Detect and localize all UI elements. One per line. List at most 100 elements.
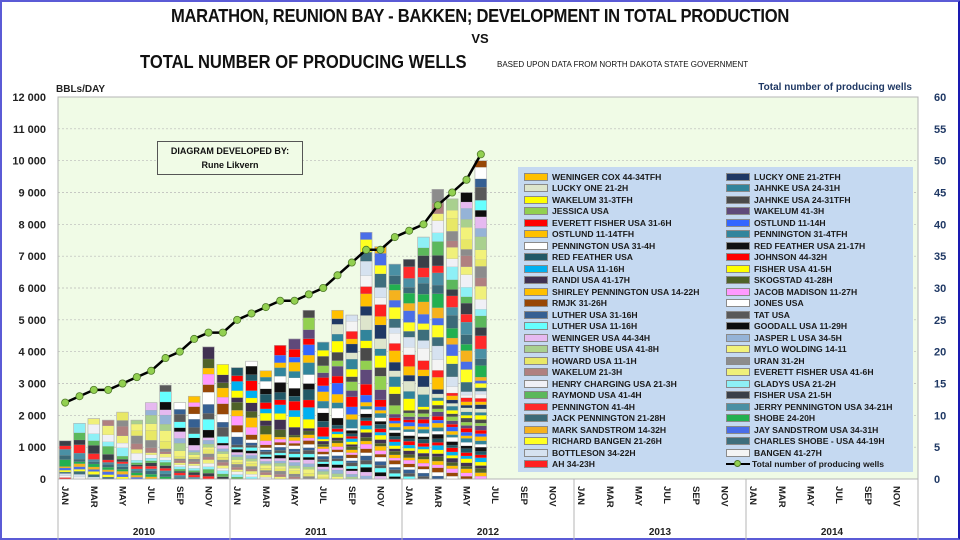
bar-segment <box>474 167 487 179</box>
wells-marker <box>161 354 170 363</box>
bar-segment <box>446 295 459 308</box>
legend-item: MYLO WOLDING 14-11 <box>726 344 847 355</box>
bar-segment <box>446 240 459 248</box>
bar-segment <box>403 259 416 267</box>
bar-segment <box>173 468 186 472</box>
legend-item: WAKELUM 41-3H <box>726 206 824 217</box>
bar-segment <box>388 386 401 394</box>
bar-segment <box>417 340 430 349</box>
bar-segment <box>116 435 129 444</box>
bar-outline <box>402 259 416 480</box>
bar-segment <box>360 467 373 473</box>
bar-segment <box>216 473 229 477</box>
bar-segment <box>388 343 401 351</box>
bar-segment <box>460 435 473 439</box>
bar-segment <box>216 414 229 423</box>
bar-stack <box>259 370 273 480</box>
legend-item: BOTTLESON 34-22H <box>524 447 636 458</box>
bar-segment <box>431 419 444 424</box>
bar-segment <box>216 465 229 469</box>
bar-segment <box>360 286 373 294</box>
wells-marker <box>476 150 485 159</box>
bar-segment <box>302 399 315 408</box>
stacked-bars <box>58 160 488 480</box>
bar-segment <box>159 430 172 442</box>
legend-swatch <box>726 345 750 353</box>
bar-segment <box>388 457 401 461</box>
bar-segment <box>474 454 487 458</box>
bar-stack <box>374 246 387 480</box>
bar-segment <box>460 249 473 256</box>
bar-segment <box>216 382 229 389</box>
legend-swatch <box>524 368 548 376</box>
chart-title-line2: TOTAL NUMBER OF PRODUCING WELLS <box>140 52 467 72</box>
bar-segment <box>116 474 129 478</box>
bar-segment <box>130 464 143 467</box>
wells-marker <box>104 385 113 394</box>
bar-segment <box>188 468 201 471</box>
bar-segment <box>159 453 172 458</box>
bar-segment <box>202 443 215 448</box>
legend-label: PENNINGTON 31-4TFH <box>754 229 848 239</box>
bar-segment <box>388 439 401 442</box>
bar-segment <box>102 467 115 470</box>
bar-segment <box>460 462 473 467</box>
bar-segment <box>317 438 330 442</box>
x-tick-label-month: JAN <box>403 486 414 505</box>
bar-segment <box>274 413 287 420</box>
bar-segment <box>216 427 229 437</box>
wells-marker <box>433 201 442 210</box>
y-tick-label-right: 25 <box>934 315 946 327</box>
legend-item: TAT USA <box>726 309 790 320</box>
bar-segment <box>403 266 416 279</box>
bar-segment <box>159 385 172 392</box>
legend-item: URAN 31-2H <box>726 355 805 366</box>
bar-segment <box>403 366 416 376</box>
bar-segment <box>259 377 272 382</box>
bar-segment <box>474 266 487 279</box>
bar-segment <box>302 329 315 339</box>
bar-segment <box>474 376 487 381</box>
bar-segment <box>345 462 358 467</box>
bar-stack <box>159 384 172 480</box>
bar-segment <box>202 346 215 360</box>
bar-segment <box>431 232 444 242</box>
legend-label: JESSICA USA <box>552 206 609 216</box>
bar-segment <box>317 408 330 413</box>
bar-stack <box>101 419 115 480</box>
bar-segment <box>331 424 344 429</box>
bar-segment <box>345 390 358 397</box>
bar-stack <box>388 263 402 480</box>
bar-segment <box>245 450 258 454</box>
bar-segment <box>388 432 401 437</box>
legend-item: SHIRLEY PENNINGTON USA 14-22H <box>524 286 699 297</box>
bar-stack <box>402 259 416 480</box>
bar-segment <box>360 406 373 410</box>
legend-label: WENINGER USA 44-34H <box>552 332 651 343</box>
bar-segment <box>173 472 186 476</box>
bar-segment <box>245 439 258 443</box>
bar-segment <box>216 462 229 466</box>
legend-swatch <box>726 379 750 388</box>
bar-segment <box>202 358 215 369</box>
bar-segment <box>331 431 344 435</box>
bar-segment <box>360 315 373 331</box>
bar-segment <box>474 391 487 395</box>
x-tick-label-month: NOV <box>547 486 558 507</box>
bar-segment <box>474 401 487 405</box>
bar-segment <box>302 457 315 460</box>
wells-marker <box>362 245 371 254</box>
bar-segment <box>417 406 430 410</box>
bar-segment <box>446 279 459 290</box>
legend-label: GOODALL USA 11-29H <box>754 321 848 331</box>
bar-segment <box>302 344 315 356</box>
bar-segment <box>474 277 487 287</box>
bar-segment <box>202 466 215 470</box>
wells-marker <box>448 188 457 197</box>
bar-segment <box>145 430 158 441</box>
legend-item: PENNINGTON USA 31-4H <box>524 240 655 251</box>
legend-label: JAHNKE USA 24-31TFH <box>754 194 851 205</box>
x-tick-label-year: 2010 <box>133 527 156 538</box>
bar-segment <box>145 452 158 455</box>
bar-segment <box>331 442 344 447</box>
